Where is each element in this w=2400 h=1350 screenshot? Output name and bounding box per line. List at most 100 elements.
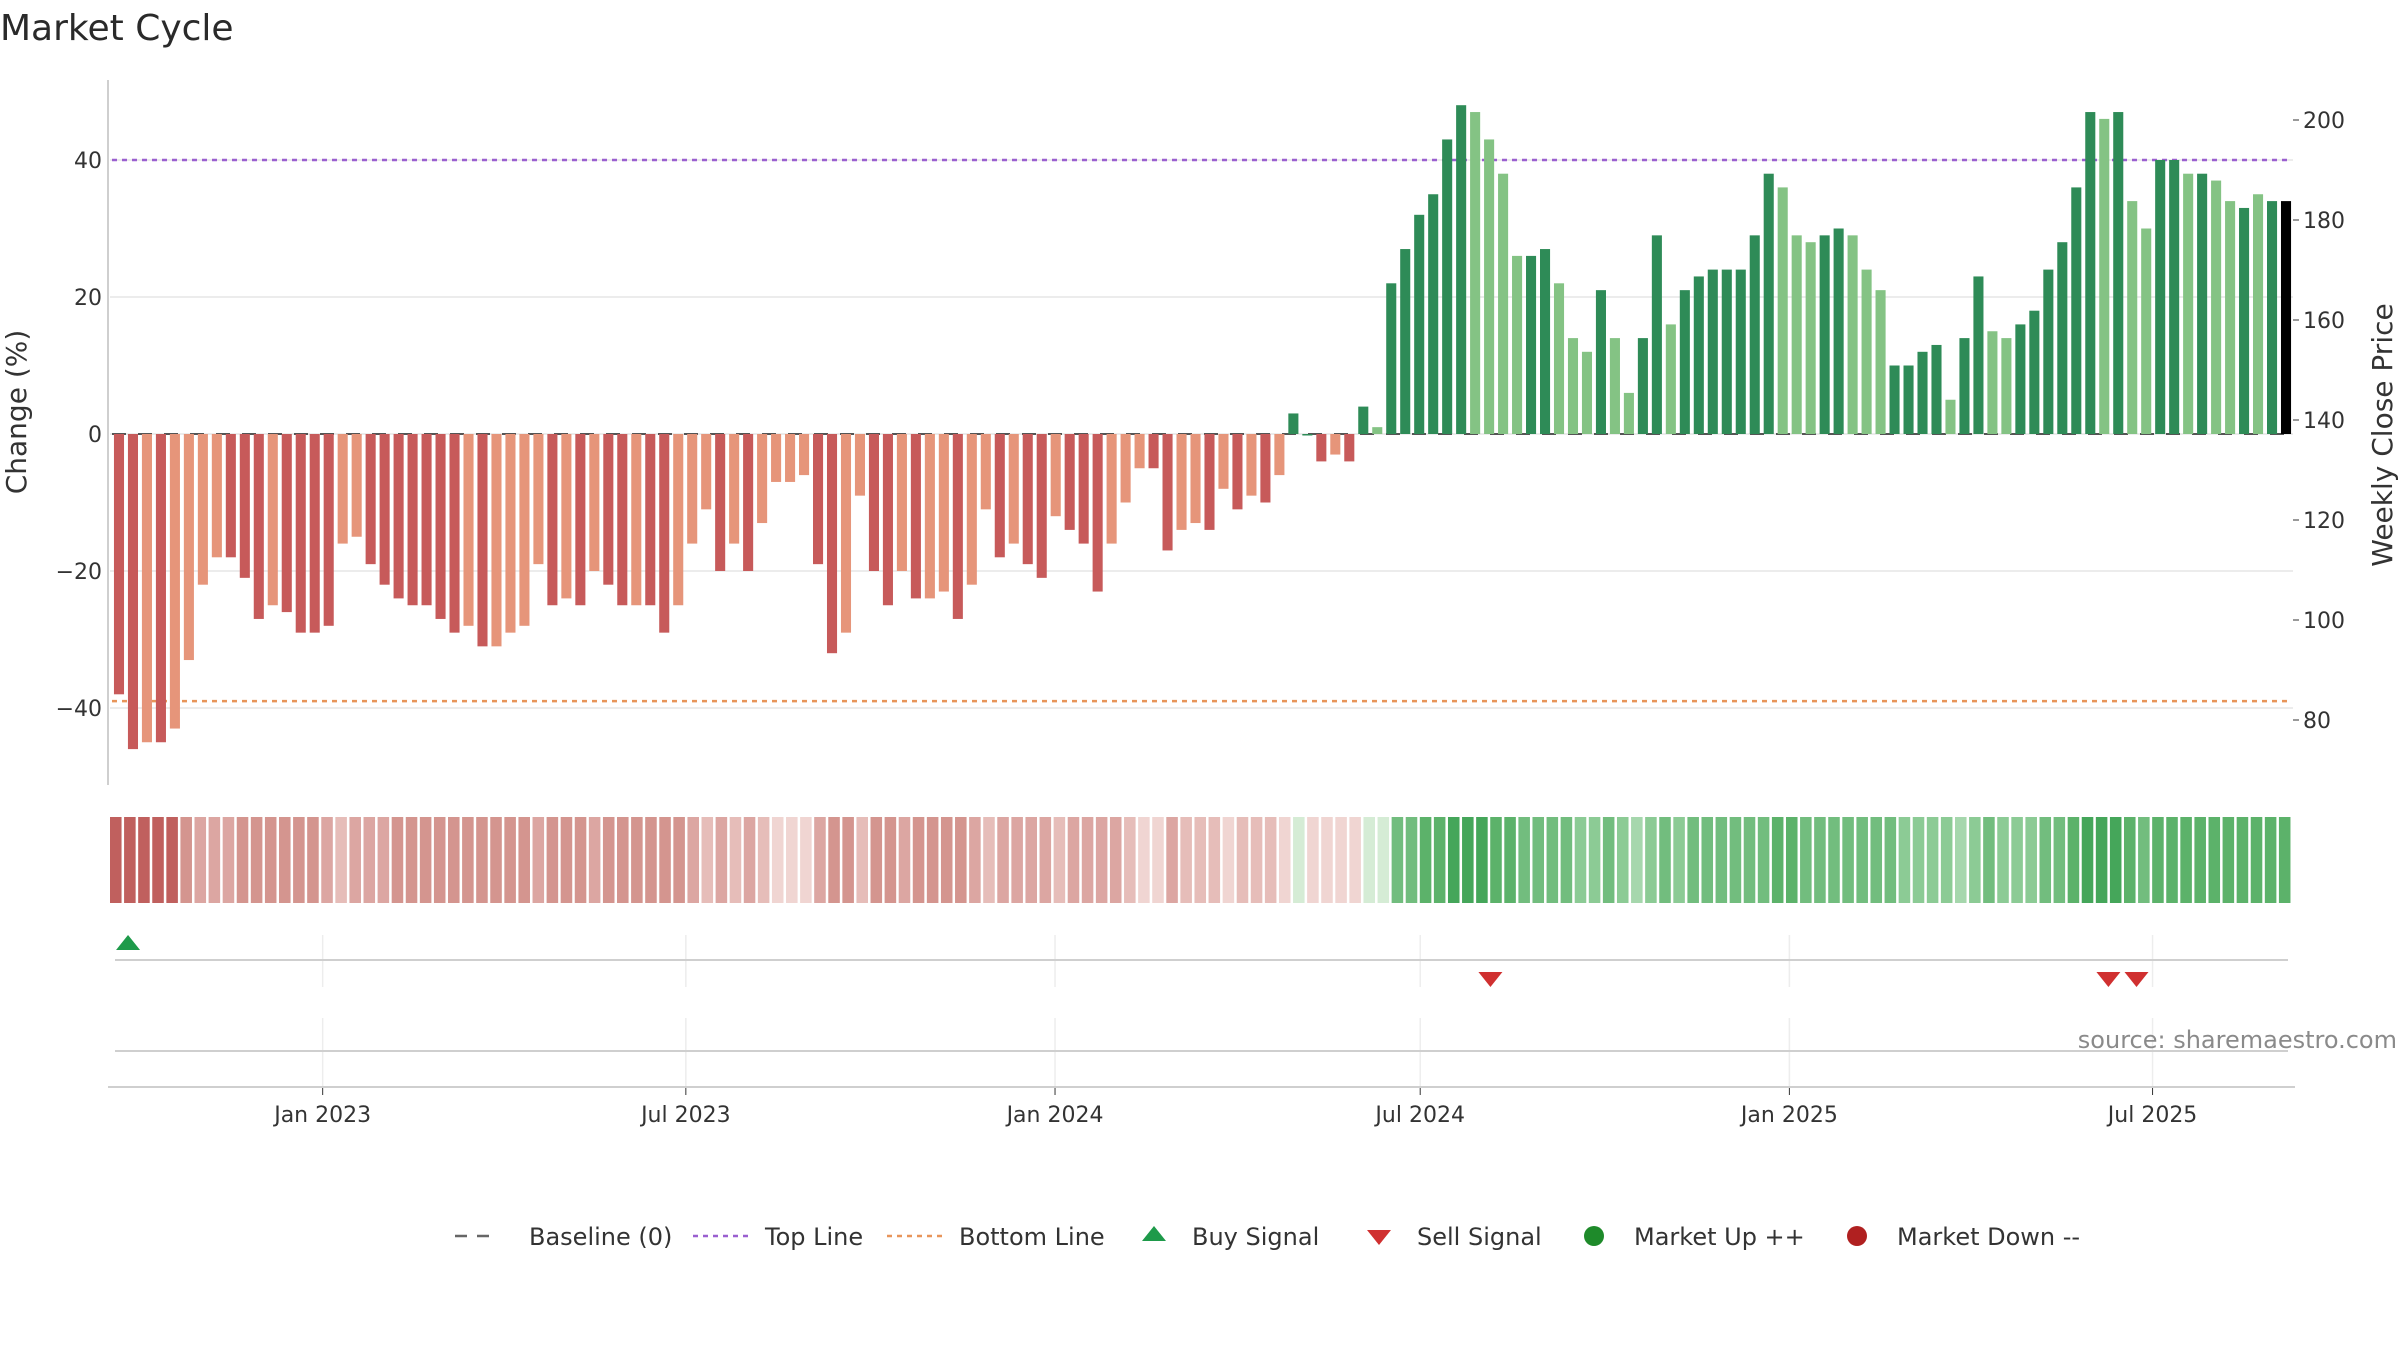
strip-cell <box>1518 817 1530 903</box>
strip-cell <box>377 817 390 903</box>
change-bar <box>323 434 334 626</box>
change-bar <box>994 434 1005 558</box>
y2-tick-label: 180 <box>2303 209 2345 234</box>
strip-cell <box>588 817 601 903</box>
change-bar <box>910 434 921 599</box>
strip-cell <box>490 817 502 903</box>
strip-cell <box>1743 817 1756 903</box>
change-bar <box>1623 392 1634 434</box>
strip-cell <box>800 817 812 903</box>
strip-cell <box>1673 817 1685 903</box>
strip-cell <box>1081 817 1094 903</box>
strip-cell <box>293 817 305 903</box>
strip-cell <box>476 817 488 903</box>
change-bar <box>2183 173 2194 434</box>
change-bar <box>1470 112 1481 435</box>
strip-cell <box>1828 817 1840 903</box>
strip-cell <box>2053 817 2066 903</box>
y2-tick-label: 200 <box>2303 109 2345 134</box>
strip-cell <box>2194 817 2206 903</box>
change-bar <box>1791 235 1802 434</box>
change-bar <box>785 434 796 482</box>
change-bar <box>966 434 977 585</box>
change-bar <box>645 434 656 606</box>
change-bar <box>1498 173 1509 434</box>
change-bar <box>379 434 390 585</box>
strip-cell <box>504 817 516 903</box>
strip-cell <box>2025 817 2037 903</box>
change-bar <box>840 434 852 633</box>
x-tick-label: Jan 2023 <box>272 1103 371 1128</box>
change-bar <box>1330 434 1341 455</box>
change-bar <box>631 434 642 606</box>
strip-cell <box>743 817 756 903</box>
change-bar <box>2197 173 2208 434</box>
strip-cell <box>110 817 122 903</box>
y-tick-label: 0 <box>88 423 102 448</box>
strip-cell <box>1278 817 1291 903</box>
change-bar <box>1092 434 1103 592</box>
strip-cell <box>1222 817 1235 903</box>
change-bar <box>1148 434 1159 469</box>
chart-title: Market Cycle <box>0 8 234 49</box>
change-bar <box>575 434 586 606</box>
change-bar <box>1176 434 1187 530</box>
x-tick-label: Jul 2023 <box>639 1103 731 1128</box>
y2-axis-label: Weekly Close Price <box>2366 303 2399 566</box>
strip-cell <box>1152 817 1164 903</box>
strip-cell <box>236 817 249 903</box>
change-bar <box>281 434 292 613</box>
strip-cell <box>1250 817 1263 903</box>
strip-cell <box>2278 817 2291 903</box>
source-note: source: sharemaestro.com <box>2078 1026 2397 1054</box>
strip-cell <box>1264 817 1277 903</box>
legend-item: Market Up ++ <box>1584 1223 1805 1251</box>
strip-cell <box>2095 817 2108 903</box>
strip-cell <box>1983 817 1995 903</box>
change-bar <box>1190 434 1201 524</box>
strip-cell <box>1447 817 1460 903</box>
change-bar <box>2280 201 2292 434</box>
change-bar <box>2239 207 2250 434</box>
strip-cell <box>602 817 615 903</box>
change-bar <box>421 434 432 606</box>
change-bar <box>826 434 838 654</box>
change-bar <box>561 434 572 599</box>
y2-tick-label: 80 <box>2303 709 2331 734</box>
change-bar <box>1428 194 1439 434</box>
change-bar <box>295 434 306 633</box>
strip-cell <box>842 817 854 903</box>
sell-signal-marker <box>1478 972 1503 987</box>
change-bar <box>1973 276 1984 434</box>
strip-cell <box>546 817 559 903</box>
strip-cell <box>1307 817 1319 903</box>
strip-cell <box>363 817 376 903</box>
change-bar <box>1134 434 1145 469</box>
strip-cell <box>1546 817 1559 903</box>
change-bar <box>211 434 222 558</box>
strip-cell <box>1194 817 1207 903</box>
strip-cell <box>969 817 981 903</box>
strip-cell <box>264 817 277 903</box>
change-bar <box>868 434 879 571</box>
change-bar <box>2225 201 2236 434</box>
strip-cell <box>1025 817 1037 903</box>
strip-cell <box>1687 817 1699 903</box>
change-bar <box>1819 235 1830 434</box>
legend: Baseline (0) Top Line Bottom Line Buy Signa… <box>455 1223 2080 1251</box>
strip-cell <box>1180 817 1192 903</box>
strip-cell <box>1870 817 1883 903</box>
change-bar <box>882 434 893 606</box>
change-bar <box>1050 434 1061 517</box>
strip-cell <box>448 817 460 903</box>
strip-cell <box>729 817 742 903</box>
change-bar <box>197 434 208 585</box>
strip-cell <box>2180 817 2192 903</box>
change-bar <box>1078 434 1089 544</box>
strip-cell <box>1560 817 1573 903</box>
strip-cell <box>1462 817 1474 903</box>
change-bar <box>715 434 726 571</box>
change-bar <box>155 434 166 743</box>
strip-cell <box>701 817 714 903</box>
